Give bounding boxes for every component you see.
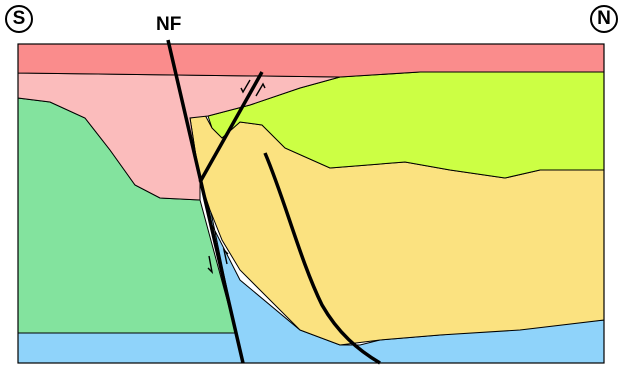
fault-label: NF	[156, 14, 182, 35]
antithetic-fault-line	[198, 71, 264, 183]
section-frame	[17, 43, 605, 364]
pink-layer	[17, 72, 341, 201]
north-compass-marker: N	[590, 5, 618, 33]
south-compass-marker: S	[5, 5, 33, 33]
curved-fault-line	[263, 152, 381, 365]
antithetic-slip-arrows	[240, 79, 266, 97]
top-layer	[17, 43, 605, 78]
normal-fault-slip-arrows	[207, 247, 229, 275]
south-label: S	[12, 8, 26, 29]
normal-fault-line	[166, 39, 245, 364]
north-label: N	[597, 8, 611, 29]
